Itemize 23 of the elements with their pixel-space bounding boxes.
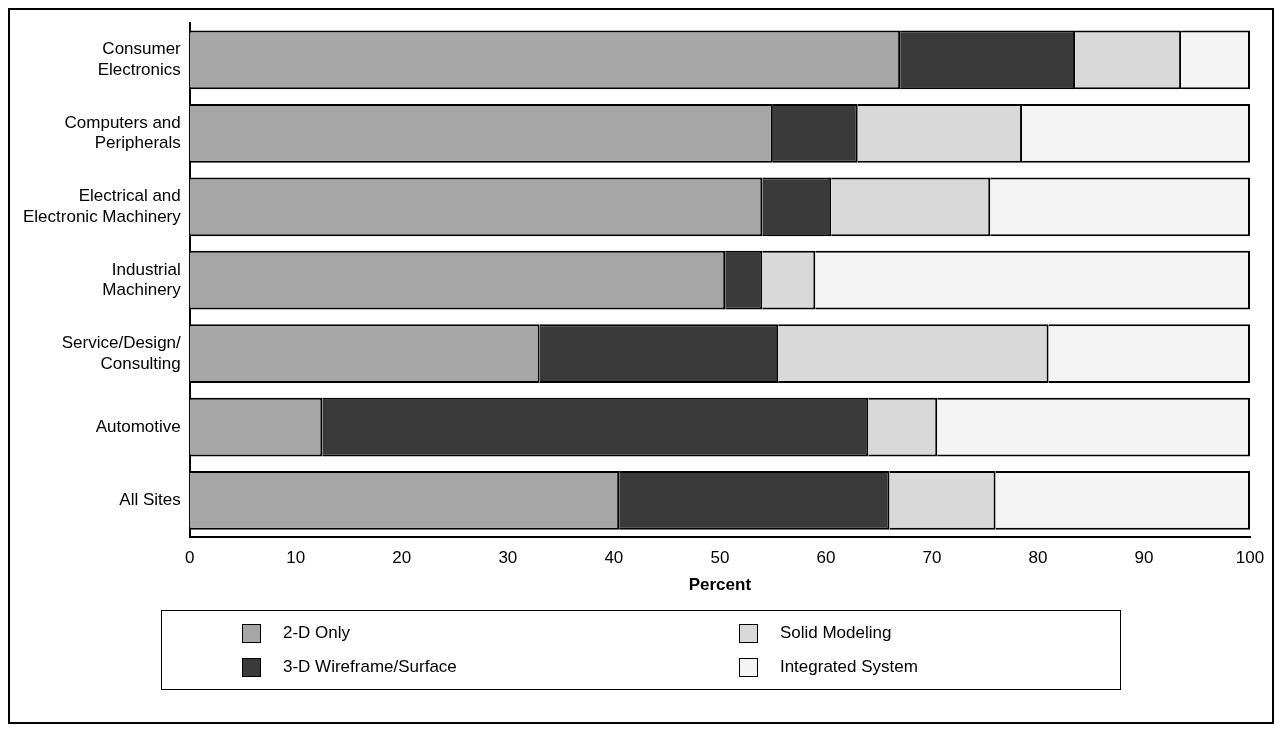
legend-label: Integrated System <box>779 657 918 677</box>
y-tick-label: Consumer Electronics <box>97 39 182 79</box>
x-tick-label: 20 <box>392 548 412 568</box>
legend-label: 2-D Only <box>283 623 351 643</box>
x-tick-label: 40 <box>604 548 624 568</box>
y-tick-label: Industrial Machinery <box>102 259 182 300</box>
y-tick-label: Computers and Peripherals <box>64 112 181 153</box>
x-tick-label: 30 <box>498 548 518 568</box>
y-tick-label: Automotive <box>95 416 181 436</box>
x-tick-label: 0 <box>185 548 195 568</box>
legend-label: Solid Modeling <box>779 623 892 643</box>
x-tick-label: 60 <box>816 548 836 568</box>
x-tick-label: 90 <box>1134 548 1154 568</box>
x-tick-label: 10 <box>286 548 306 568</box>
x-tick-label: 50 <box>710 548 730 568</box>
y-tick-label: Service/Design/Consulting <box>61 333 182 373</box>
legend-label: 3-D Wireframe/Surface <box>283 657 457 677</box>
x-tick-label: 80 <box>1028 548 1048 568</box>
x-tick-label: 70 <box>922 548 942 568</box>
y-tick-label: All Sites <box>119 490 181 510</box>
x-tick-label: 100 <box>1235 548 1265 568</box>
x-axis-title: Percent <box>688 575 752 595</box>
y-tick-label: Electrical and Electronic Machinery <box>23 186 182 226</box>
